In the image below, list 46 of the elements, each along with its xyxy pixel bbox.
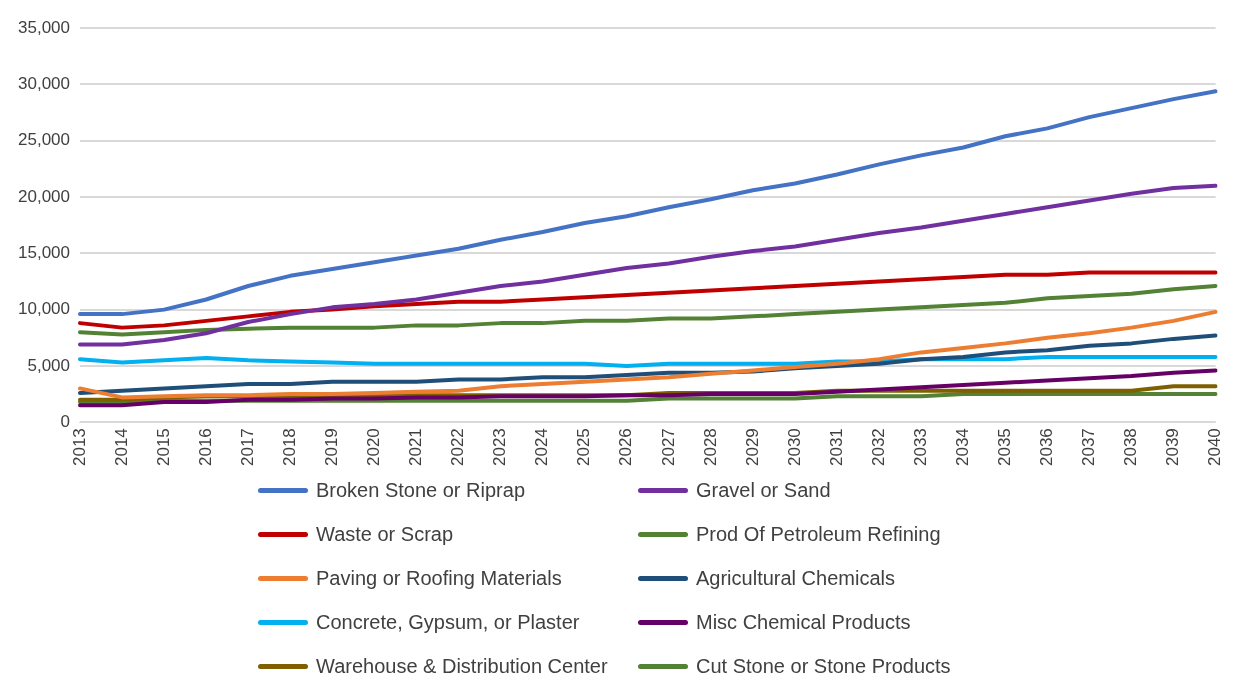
x-tick-label: 2028 <box>700 428 720 467</box>
legend-label: Misc Chemical Products <box>696 610 911 634</box>
x-tick-label: 2022 <box>448 428 468 467</box>
x-tick-label: 2027 <box>658 428 678 467</box>
y-tick-label: 15,000 <box>18 243 70 263</box>
y-tick-label: 20,000 <box>18 186 70 206</box>
x-tick-label: 2030 <box>784 428 804 467</box>
x-tick-label: 2038 <box>1121 428 1141 467</box>
x-tick-label: 2019 <box>322 428 342 467</box>
y-tick-label: 0 <box>60 411 70 431</box>
x-tick-label: 2020 <box>364 428 384 467</box>
x-tick-label: 2029 <box>742 428 762 467</box>
legend-label: Waste or Scrap <box>316 522 454 546</box>
legend-label: Gravel or Sand <box>696 478 831 502</box>
y-tick-label: 25,000 <box>18 130 70 150</box>
x-tick-label: 2025 <box>574 428 594 467</box>
x-tick-label: 2023 <box>490 428 510 467</box>
legend-label: Prod Of Petroleum Refining <box>696 522 941 546</box>
x-tick-label: 2037 <box>1079 428 1099 467</box>
y-tick-label: 5,000 <box>27 355 70 375</box>
y-tick-label: 30,000 <box>18 74 70 94</box>
x-tick-label: 2031 <box>826 428 846 467</box>
legend-label: Cut Stone or Stone Products <box>696 654 951 678</box>
x-tick-label: 2033 <box>910 428 930 467</box>
x-tick-label: 2021 <box>406 428 426 467</box>
y-tick-label: 35,000 <box>18 17 70 37</box>
x-tick-label: 2013 <box>69 428 89 467</box>
legend-label: Warehouse & Distribution Center <box>316 654 608 678</box>
x-tick-label: 2017 <box>237 428 257 467</box>
legend-label: Broken Stone or Riprap <box>316 478 526 502</box>
x-tick-label: 2026 <box>616 428 636 467</box>
x-tick-label: 2016 <box>195 428 215 467</box>
x-tick-label: 2034 <box>952 428 972 467</box>
x-tick-label: 2015 <box>153 428 173 467</box>
x-tick-label: 2039 <box>1163 428 1183 467</box>
x-tick-label: 2040 <box>1205 428 1225 467</box>
x-tick-label: 2036 <box>1037 428 1057 467</box>
legend-label: Agricultural Chemicals <box>696 566 895 590</box>
y-tick-label: 10,000 <box>18 299 70 319</box>
x-tick-label: 2018 <box>279 428 299 467</box>
x-tick-label: 2024 <box>532 428 552 467</box>
x-tick-label: 2014 <box>111 428 131 467</box>
legend-label: Paving or Roofing Materials <box>316 566 562 590</box>
x-tick-label: 2035 <box>994 428 1014 467</box>
legend-label: Concrete, Gypsum, or Plaster <box>316 610 580 634</box>
x-tick-label: 2032 <box>868 428 888 467</box>
